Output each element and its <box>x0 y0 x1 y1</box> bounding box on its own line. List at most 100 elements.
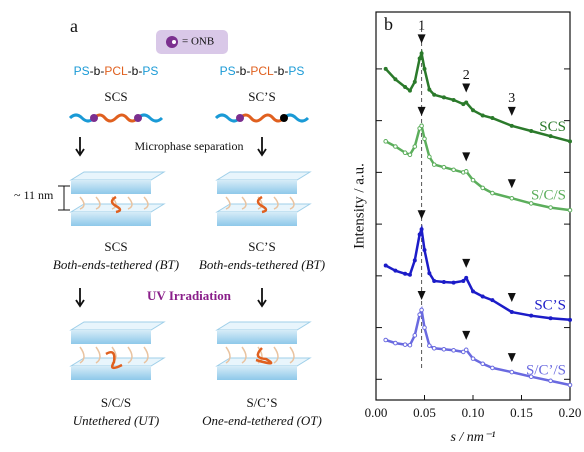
polymer-label: PS-b-PCL-b-PS <box>74 64 159 78</box>
loop <box>273 346 279 364</box>
data-point <box>419 227 424 232</box>
polymer-part: PS <box>142 64 158 78</box>
data-point <box>402 150 408 156</box>
data-point <box>471 108 475 113</box>
data-point <box>464 275 469 280</box>
data-point <box>490 116 495 121</box>
data-point <box>383 337 389 343</box>
data-point <box>432 92 437 97</box>
peak-marker <box>462 83 471 93</box>
peak-marker <box>507 353 516 363</box>
chain <box>256 195 268 214</box>
data-point <box>490 298 495 303</box>
slab <box>69 357 166 367</box>
data-point <box>412 79 417 84</box>
loop <box>289 196 295 210</box>
x-axis-label: s / nm⁻¹ <box>450 430 495 445</box>
peak-marker <box>507 179 516 189</box>
onb <box>134 114 142 122</box>
peak-marker <box>462 152 471 162</box>
data-point <box>463 347 469 353</box>
data-point <box>567 207 573 213</box>
polymer-part: -b- <box>90 64 105 78</box>
data-point <box>403 85 408 90</box>
sample-name: SCS <box>104 239 127 254</box>
state-label: Untethered (UT) <box>73 413 160 428</box>
polymer-part: PCL <box>104 64 128 78</box>
data-point <box>432 279 437 284</box>
data-point <box>383 139 389 144</box>
data-point <box>567 382 573 388</box>
data-point <box>441 95 446 100</box>
data-point <box>407 342 413 348</box>
polymer-name: SCS <box>104 89 127 104</box>
slab-face <box>217 180 297 194</box>
legend-box <box>156 30 228 54</box>
data-point <box>419 51 424 56</box>
uv-label: UV Irradiation <box>147 288 232 303</box>
data-point <box>480 361 486 367</box>
data-point <box>461 102 466 107</box>
data-point <box>407 88 412 93</box>
data-point <box>568 317 572 322</box>
data-point <box>461 349 466 355</box>
ps-block <box>214 113 242 123</box>
onb <box>90 114 98 122</box>
data-point <box>419 123 424 129</box>
peak-label: 3 <box>508 91 515 106</box>
sample-name: SC’S <box>248 239 275 254</box>
x-tick-label: 0.05 <box>413 405 436 420</box>
data-point <box>509 195 515 201</box>
chain <box>255 347 273 365</box>
data-point <box>431 345 437 351</box>
peak-marker <box>417 210 426 220</box>
slab-face <box>71 366 151 380</box>
data-point <box>393 144 398 149</box>
loop <box>143 346 149 364</box>
data-point <box>548 316 553 321</box>
slab-face <box>71 330 151 344</box>
peak-marker <box>462 330 471 340</box>
data-point <box>417 232 422 237</box>
peak-marker <box>417 34 426 44</box>
loop <box>79 346 85 364</box>
data-point <box>431 162 437 167</box>
data-point <box>490 365 495 371</box>
data-point <box>422 325 427 330</box>
data-point <box>419 307 424 313</box>
series-label: SC’S <box>534 297 566 313</box>
data-point <box>383 66 388 71</box>
loop <box>241 346 247 364</box>
data-point <box>412 144 418 149</box>
data-point <box>393 77 398 82</box>
loop <box>143 196 149 210</box>
peak-marker <box>507 106 516 116</box>
data-point <box>417 56 422 61</box>
polymer-name: SC’S <box>248 89 275 104</box>
data-point <box>393 340 398 346</box>
panel-label: a <box>70 16 78 36</box>
legend-text: = ONB <box>182 36 214 48</box>
loop <box>95 346 101 364</box>
data-point <box>407 152 413 158</box>
arrow <box>257 288 267 308</box>
data-point <box>393 268 398 273</box>
data-point <box>470 177 476 183</box>
data-point <box>509 123 514 128</box>
junction <box>280 114 288 122</box>
pcl-block <box>92 113 140 123</box>
data-point <box>509 369 515 375</box>
data-point <box>451 348 456 353</box>
data-point <box>529 128 534 133</box>
x-tick-label: 0.20 <box>559 405 582 420</box>
data-point <box>427 154 432 160</box>
loop <box>95 196 101 210</box>
data-point <box>548 134 553 139</box>
data-point <box>480 185 486 191</box>
data-point <box>451 280 456 285</box>
polymer-part: -b- <box>236 64 251 78</box>
onb <box>236 114 244 122</box>
x-tick-label: 0.10 <box>462 405 485 420</box>
data-point <box>568 139 572 144</box>
